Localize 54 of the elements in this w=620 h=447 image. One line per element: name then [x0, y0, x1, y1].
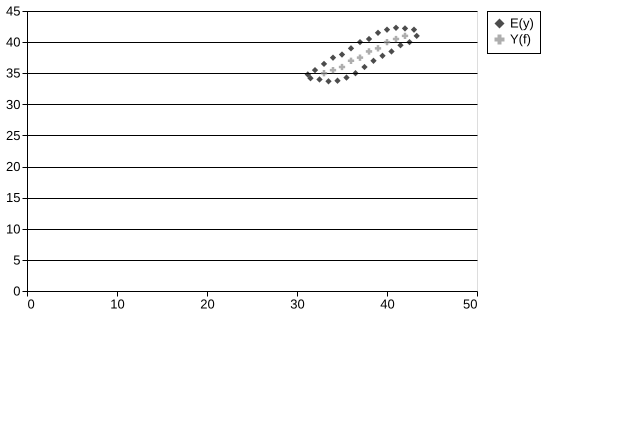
point: [338, 51, 346, 58]
y-tick-label: 5: [13, 252, 20, 268]
x-tick-label: 10: [110, 296, 125, 312]
point: [374, 30, 382, 36]
point: [338, 64, 346, 70]
point: [379, 52, 386, 59]
point: [366, 48, 372, 55]
point: [356, 54, 364, 61]
y-tick-label: 0: [13, 284, 20, 298]
legend-label: Y(f): [510, 32, 531, 46]
y-tick-label: 25: [6, 128, 20, 143]
y-tick-label: 40: [6, 34, 20, 50]
x-tick-label: 30: [290, 296, 305, 312]
point: [392, 36, 400, 42]
point: [410, 26, 418, 33]
point: [356, 38, 364, 46]
y-tick-label: 30: [6, 96, 20, 112]
x-tick-label: 20: [200, 296, 215, 312]
y-tick-label: 35: [6, 66, 20, 81]
point: [392, 24, 400, 31]
x-tick-label: 50: [463, 296, 478, 312]
x-tick-label: 40: [380, 296, 395, 312]
point: [320, 60, 328, 68]
point: [361, 64, 368, 70]
point: [348, 58, 354, 64]
point: [370, 58, 377, 64]
x-tick-label: 0: [28, 296, 35, 312]
point: [388, 48, 395, 55]
point: [325, 78, 332, 84]
point: [402, 25, 408, 32]
point: [330, 66, 336, 74]
point: [402, 32, 408, 40]
y-tick-label: 20: [6, 159, 20, 174]
y-tick-label: 15: [6, 190, 20, 206]
point: [384, 26, 390, 33]
point: [334, 78, 341, 84]
point: [384, 38, 390, 46]
point: [343, 74, 350, 81]
point: [312, 66, 318, 74]
point: [307, 75, 314, 82]
point: [330, 54, 336, 61]
point: [366, 36, 372, 42]
y-tick-label: 45: [6, 4, 20, 18]
point: [348, 45, 354, 52]
point: [397, 42, 404, 48]
point: [320, 70, 328, 76]
point: [406, 38, 413, 46]
point: [316, 76, 323, 83]
y-tick-label: 10: [6, 221, 20, 236]
point: [352, 70, 359, 76]
legend-label: E(y): [510, 16, 534, 30]
point: [374, 45, 382, 52]
point: [414, 32, 420, 40]
point: [304, 71, 311, 78]
